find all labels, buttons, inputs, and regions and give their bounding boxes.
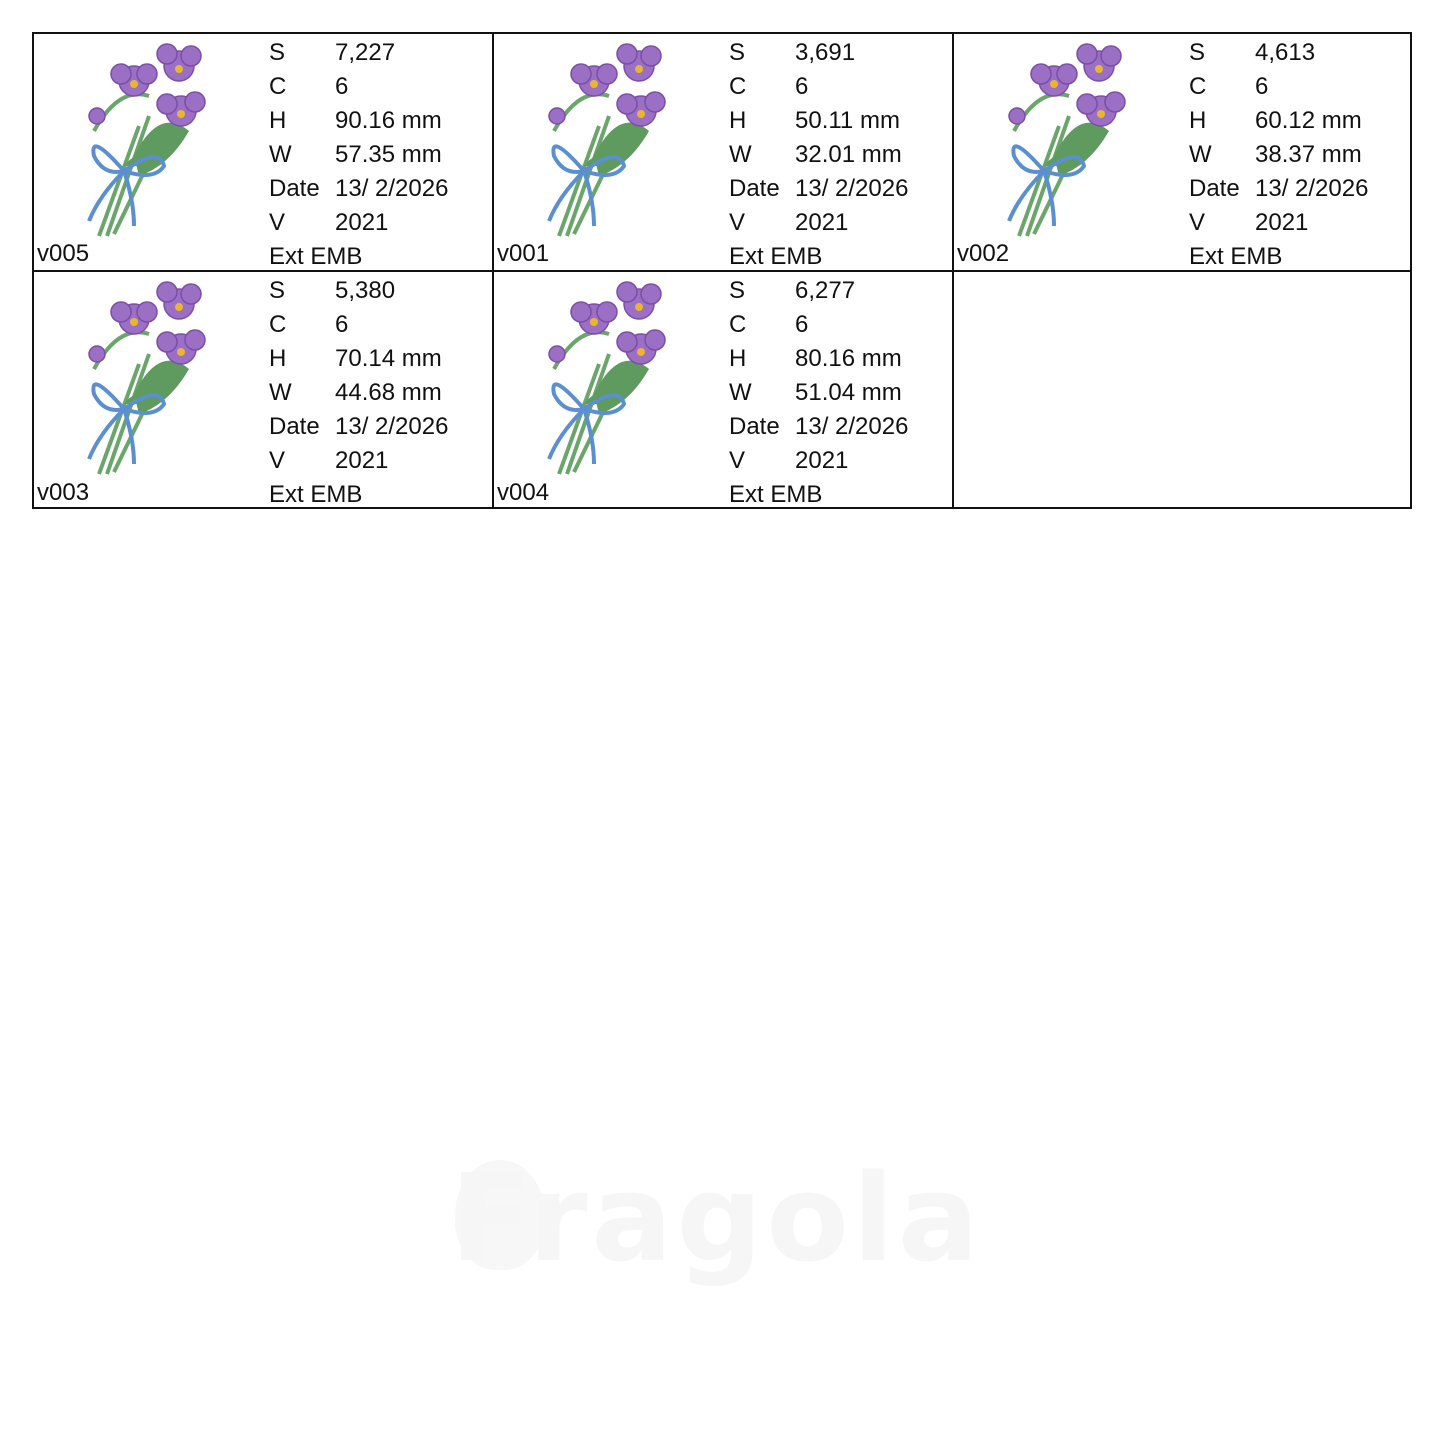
stitches-label: S	[269, 277, 286, 304]
stitch-count: 7,227	[335, 39, 396, 66]
version-value: 2021	[795, 209, 849, 236]
stitch-count: 4,613	[1255, 39, 1316, 66]
violet-bouquet-thumbnail	[547, 281, 666, 475]
height-label: H	[269, 345, 287, 372]
width-value: 38.37 mm	[1255, 141, 1362, 168]
date-value: 13/ 2/2026	[335, 175, 449, 202]
ext-label: Ext	[729, 243, 764, 270]
date-label: Date	[269, 413, 320, 440]
stitch-count: 3,691	[795, 39, 856, 66]
empty-cell	[954, 272, 1410, 509]
date-label: Date	[729, 413, 780, 440]
color-count: 6	[795, 311, 809, 338]
colors-label: C	[729, 73, 747, 100]
color-count: 6	[335, 311, 349, 338]
design-cell[interactable]: S 4,613 C 6 H 60.12 mm W 38.37 mm Date 13/ 2/…	[954, 34, 1410, 272]
height-label: H	[269, 107, 287, 134]
ext-value: EMB	[310, 243, 363, 270]
colors-label: C	[269, 311, 287, 338]
design-info: S 5,380 C 6 H 70.14 mm W 44.68 mm Date 13/ 2/…	[269, 274, 448, 512]
design-cell[interactable]: S 3,691 C 6 H 50.11 mm W 32.01 mm Date 13/ 2/…	[494, 34, 954, 272]
violet-bouquet-thumbnail	[87, 281, 206, 475]
design-info: S 6,277 C 6 H 80.16 mm W 51.04 mm Date 13/ 2/…	[729, 274, 908, 512]
height-label: H	[729, 107, 747, 134]
version-label: V	[729, 447, 746, 474]
date-label: Date	[1189, 175, 1240, 202]
width-label: W	[1189, 141, 1212, 168]
ext-value: EMB	[770, 243, 823, 270]
color-count: 6	[795, 73, 809, 100]
colors-label: C	[1189, 73, 1207, 100]
violet-bouquet-thumbnail	[87, 43, 206, 237]
height-label: H	[1189, 107, 1207, 134]
version-label: V	[1189, 209, 1206, 236]
design-sheet: S 7,227 C 6 H 90.16 mm W 57.35 mm Date 13/ 2/…	[32, 32, 1412, 509]
version-value: 2021	[335, 447, 389, 474]
design-cell[interactable]: S 5,380 C 6 H 70.14 mm W 44.68 mm Date 13/ 2/…	[34, 272, 494, 509]
height-value: 70.14 mm	[335, 345, 442, 372]
height-value: 80.16 mm	[795, 345, 902, 372]
width-value: 57.35 mm	[335, 141, 442, 168]
width-label: W	[269, 141, 292, 168]
design-cell[interactable]: S 7,227 C 6 H 90.16 mm W 57.35 mm Date 13/ 2/…	[34, 34, 494, 272]
ext-label: Ext	[269, 481, 304, 508]
stitch-count: 5,380	[335, 277, 396, 304]
date-label: Date	[269, 175, 320, 202]
ext-value: EMB	[310, 481, 363, 508]
version-value: 2021	[335, 209, 389, 236]
height-value: 50.11 mm	[795, 107, 900, 134]
design-name: v004	[497, 479, 550, 506]
color-count: 6	[335, 73, 349, 100]
ext-label: Ext	[269, 243, 304, 270]
design-name: v005	[37, 240, 90, 267]
design-name: v001	[497, 240, 550, 267]
stitches-label: S	[269, 39, 286, 66]
stitches-label: S	[1189, 39, 1206, 66]
date-value: 13/ 2/2026	[795, 175, 909, 202]
width-label: W	[729, 379, 752, 406]
version-value: 2021	[1255, 209, 1309, 236]
design-cell[interactable]: S 6,277 C 6 H 80.16 mm W 51.04 mm Date 13/ 2/…	[494, 272, 954, 509]
height-value: 60.12 mm	[1255, 107, 1362, 134]
design-info: S 3,691 C 6 H 50.11 mm W 32.01 mm Date 13/ 2/…	[729, 36, 908, 274]
design-info: S 7,227 C 6 H 90.16 mm W 57.35 mm Date 13/ 2/…	[269, 36, 448, 274]
stitch-count: 6,277	[795, 277, 856, 304]
height-value: 90.16 mm	[335, 107, 442, 134]
stitches-label: S	[729, 39, 746, 66]
watermark: Fragola	[450, 1150, 983, 1289]
color-count: 6	[1255, 73, 1269, 100]
version-label: V	[729, 209, 746, 236]
strawberry-watermark-icon	[455, 1160, 545, 1270]
colors-label: C	[729, 311, 747, 338]
version-label: V	[269, 447, 286, 474]
date-value: 13/ 2/2026	[1255, 175, 1369, 202]
date-label: Date	[729, 175, 780, 202]
width-value: 32.01 mm	[795, 141, 902, 168]
design-name: v003	[37, 479, 90, 506]
ext-value: EMB	[770, 481, 823, 508]
violet-bouquet-thumbnail	[1007, 43, 1126, 237]
ext-value: EMB	[1230, 243, 1283, 270]
violet-bouquet-thumbnail	[547, 43, 666, 237]
design-name: v002	[957, 240, 1010, 267]
design-info: S 4,613 C 6 H 60.12 mm W 38.37 mm Date 13/ 2/…	[1189, 36, 1368, 274]
ext-label: Ext	[1189, 243, 1224, 270]
date-value: 13/ 2/2026	[795, 413, 909, 440]
width-label: W	[729, 141, 752, 168]
date-value: 13/ 2/2026	[335, 413, 449, 440]
version-label: V	[269, 209, 286, 236]
width-label: W	[269, 379, 292, 406]
width-value: 44.68 mm	[335, 379, 442, 406]
width-value: 51.04 mm	[795, 379, 902, 406]
colors-label: C	[269, 73, 287, 100]
stitches-label: S	[729, 277, 746, 304]
ext-label: Ext	[729, 481, 764, 508]
height-label: H	[729, 345, 747, 372]
version-value: 2021	[795, 447, 849, 474]
